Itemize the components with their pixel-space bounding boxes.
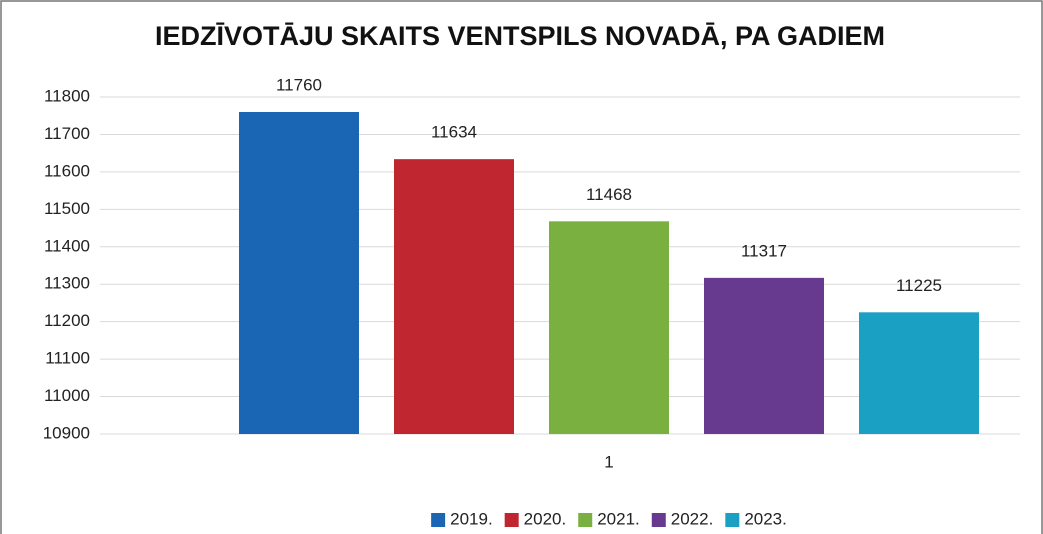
data-label: 11317 — [741, 241, 787, 260]
bar — [859, 312, 979, 434]
chart-title: IEDZĪVOTĀJU SKAITS VENTSPILS NOVADĀ, PA … — [155, 21, 885, 51]
legend-swatch — [504, 513, 519, 527]
legend-label: 2021. — [597, 509, 640, 528]
x-tick-label: 1 — [604, 452, 613, 471]
y-tick-label: 11200 — [44, 311, 90, 330]
legend-swatch — [725, 513, 740, 527]
data-label: 11468 — [586, 185, 632, 204]
data-label: 11634 — [431, 123, 477, 142]
y-tick-label: 11600 — [44, 161, 90, 180]
y-tick-label: 11000 — [44, 386, 90, 405]
y-tick-label: 11400 — [44, 236, 90, 255]
y-tick-label: 11700 — [44, 124, 90, 143]
legend-label: 2019. — [450, 509, 493, 528]
bar — [239, 111, 359, 434]
y-tick-label: 10900 — [43, 423, 90, 442]
legend-swatch — [431, 513, 446, 527]
data-label: 11225 — [896, 276, 942, 295]
y-tick-label: 11300 — [44, 274, 90, 293]
bar — [549, 221, 669, 434]
bar — [394, 159, 514, 434]
legend-swatch — [651, 513, 666, 527]
legend-swatch — [578, 513, 593, 527]
y-tick-label: 11500 — [44, 199, 90, 218]
legend-label: 2023. — [744, 509, 787, 528]
data-label: 11760 — [276, 75, 322, 94]
legend-label: 2022. — [671, 509, 714, 528]
bar — [704, 277, 824, 434]
legend-label: 2020. — [524, 509, 567, 528]
y-tick-label: 11100 — [45, 349, 90, 368]
y-tick-label: 11800 — [44, 86, 90, 105]
